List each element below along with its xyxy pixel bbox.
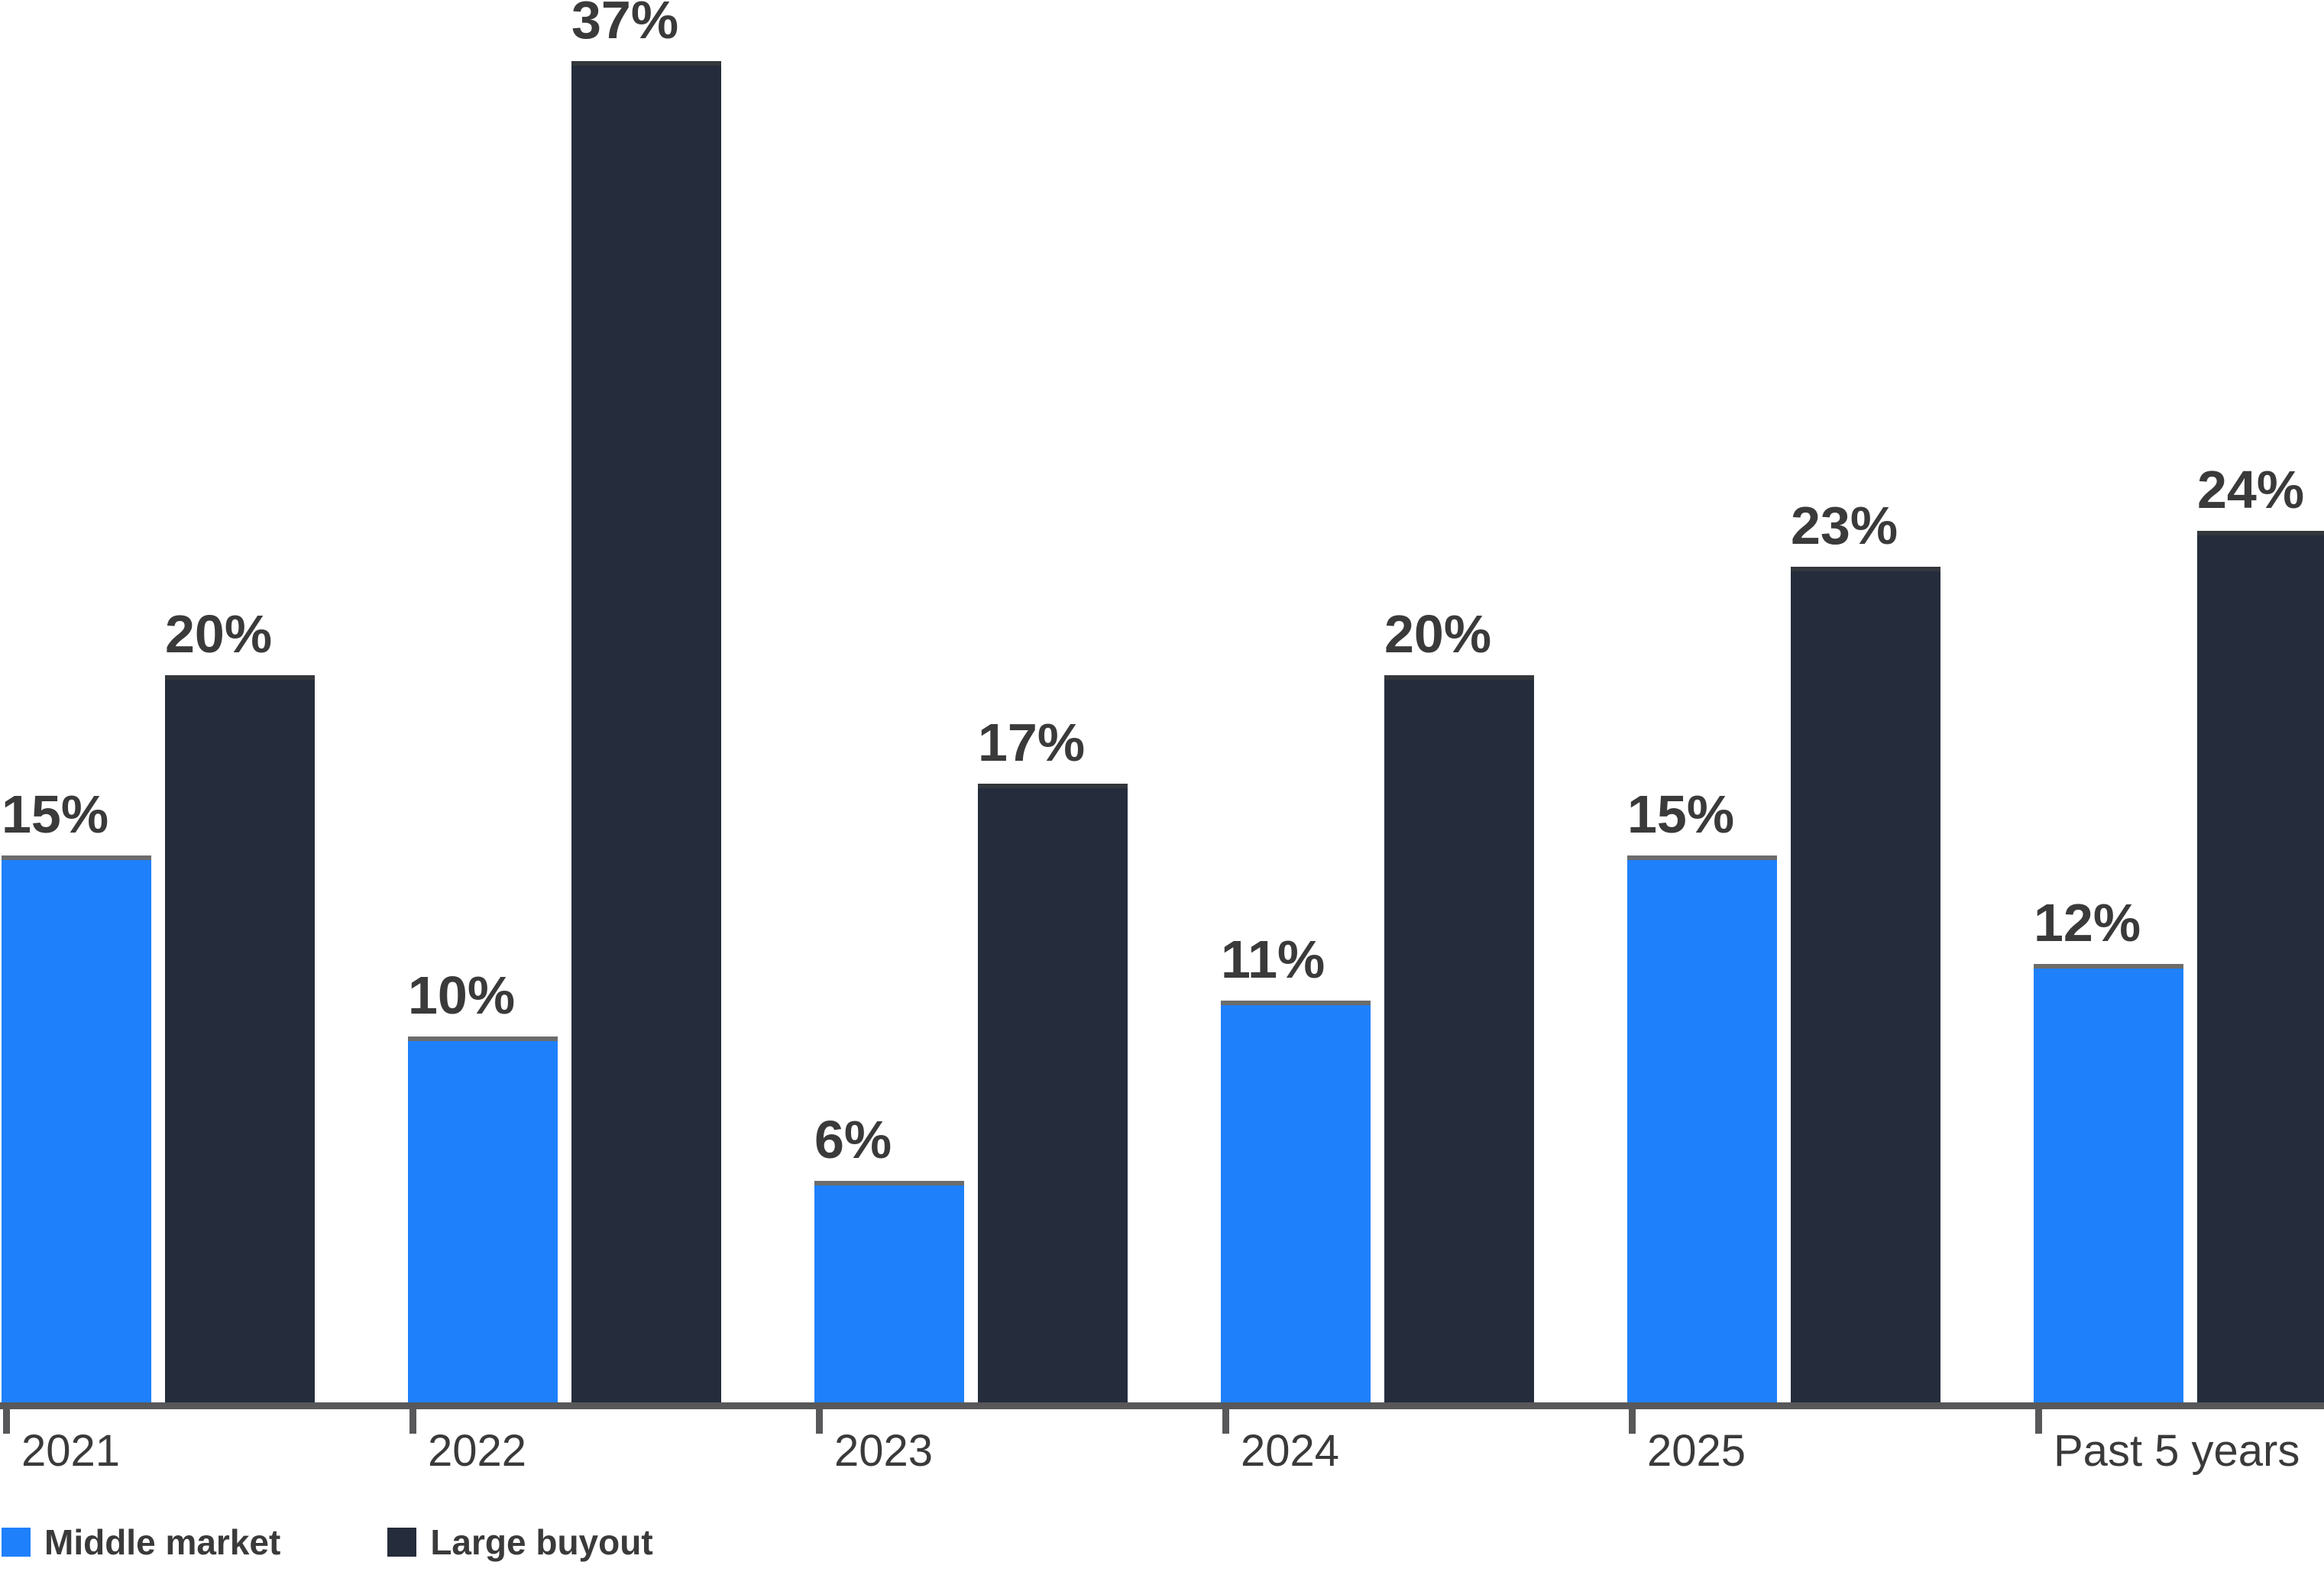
bar-value-label: 23% [1791,496,1898,555]
bar-value-label: 6% [814,1110,892,1169]
x-axis-tick [816,1409,823,1434]
bar-value-label: 37% [571,0,679,50]
bar-value-label: 15% [2,784,109,844]
legend-item-middle-market: Middle market [2,1522,280,1563]
x-axis-label-past-5-years: Past 5 years [2054,1426,2300,1476]
x-axis-label-2022: 2022 [428,1426,527,1476]
x-axis-tick [2035,1409,2042,1434]
middle-market-bar-2022 [408,1037,558,1402]
x-axis-label-2023: 2023 [834,1426,934,1476]
bar-value-label: 10% [408,965,516,1025]
legend-swatch [2,1528,31,1557]
x-axis-label-2021: 2021 [21,1426,121,1476]
large-buyout-bar-2025 [1791,567,1940,1402]
x-axis-tick [3,1409,10,1434]
bar-value-label: 20% [1384,604,1492,664]
x-axis-label-2025: 2025 [1647,1426,1746,1476]
bar-value-label: 15% [1627,784,1735,844]
legend-label: Middle market [44,1522,281,1562]
category-group-2023: 6% 17% [813,0,1219,1402]
legend-item-large-buyout: Large buyout [387,1522,653,1563]
bar-value-label: 12% [2034,893,2141,952]
large-buyout-bar-2024 [1384,675,1534,1402]
middle-market-bar-2025 [1627,855,1777,1402]
large-buyout-bar-2022 [571,61,721,1402]
category-group-past-5-years: 12% 24% [2032,0,2324,1402]
legend-label: Large buyout [430,1522,653,1562]
middle-market-bar-2021 [2,855,151,1402]
category-group-2022: 10% 37% [406,0,813,1402]
large-buyout-bar-2021 [165,675,315,1402]
bar-value-label: 24% [2197,460,2305,519]
large-buyout-bar-2023 [978,784,1128,1402]
bar-value-label: 11% [1221,930,1325,989]
chart-legend: Middle market Large buyout [2,1522,653,1563]
middle-market-bar-2023 [814,1181,964,1402]
bar-value-label: 17% [978,713,1086,772]
bar-value-label: 20% [165,604,273,664]
category-group-2025: 15% 23% [1626,0,2032,1402]
x-axis-tick [409,1409,416,1434]
large-buyout-bar-past-5-years [2197,531,2324,1402]
category-group-2021: 15% 20% [0,0,406,1402]
category-group-2024: 11% 20% [1219,0,1626,1402]
middle-market-bar-2024 [1221,1001,1371,1402]
x-axis-tick [1222,1409,1229,1434]
x-axis-label-2024: 2024 [1241,1426,1340,1476]
x-axis-tick [1629,1409,1636,1434]
middle-market-bar-past-5-years [2034,964,2183,1402]
legend-swatch [387,1528,417,1557]
x-axis-line [0,1402,2324,1409]
